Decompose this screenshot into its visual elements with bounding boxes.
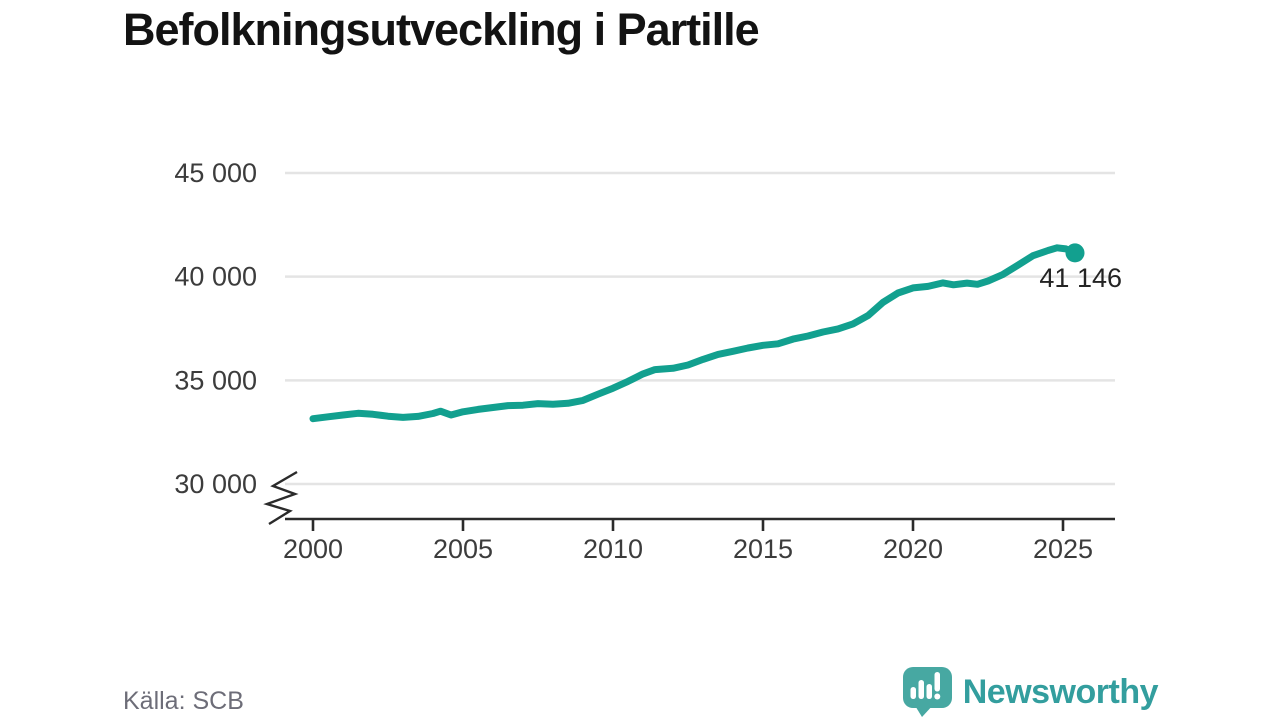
newsworthy-logo: Newsworthy [901,666,1159,718]
population-line [309,244,1079,423]
source-label: Källa: SCB [123,687,244,715]
x-tick-label: 2010 [583,534,643,564]
newsworthy-wordmark: Newsworthy [962,672,1159,711]
x-tick-label: 2000 [283,534,343,564]
x-tick-label: 2025 [1033,534,1093,564]
axis-break-zigzag [263,470,299,526]
x-tick-label: 2020 [883,534,943,564]
y-tick-label: 30 000 [174,469,257,499]
end-point-label: 41 146 [1039,263,1122,293]
newsworthy-bar-chart-bubble-icon [902,667,952,717]
x-tick-label: 2015 [733,534,793,564]
y-tick-label: 35 000 [174,365,257,395]
population-line-chart: 30 000 35 000 40 000 45 000 2000 2005 2010 2015… [174,158,1122,564]
page-title: Befolkningsutveckling i Partille [123,4,760,55]
y-tick-label: 45 000 [174,158,257,188]
y-tick-label: 40 000 [174,262,257,292]
x-tick-label: 2005 [433,534,493,564]
end-point-dot [1065,243,1085,263]
